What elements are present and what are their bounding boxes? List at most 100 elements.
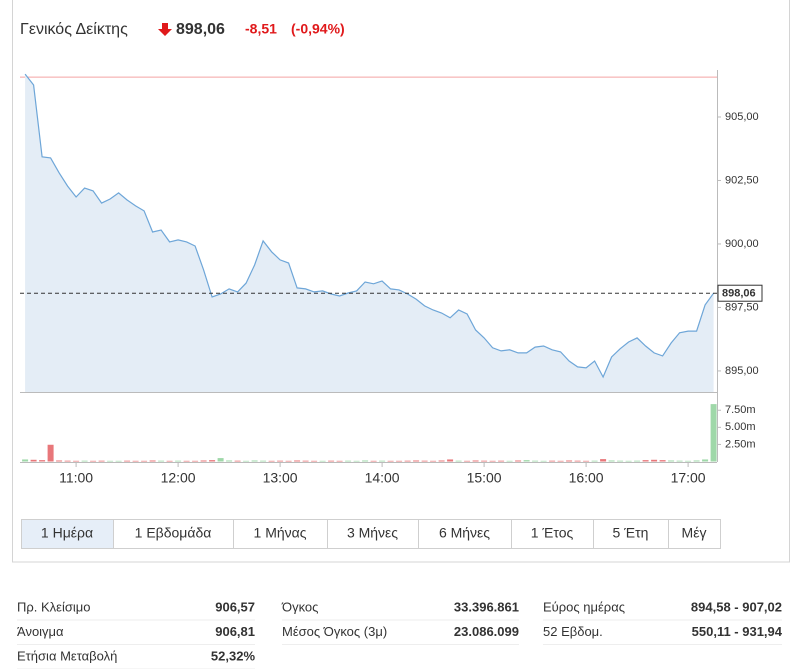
volume-bar — [166, 460, 173, 462]
volume-bar — [328, 460, 335, 462]
tab-label[interactable]: 1 Έτος — [531, 525, 574, 541]
tab[interactable] — [593, 519, 669, 549]
tab-label[interactable]: Μέγ — [682, 525, 707, 541]
volume-bar — [277, 460, 284, 462]
volume-bar — [591, 460, 598, 462]
stat-value: 906,81 — [215, 624, 255, 639]
change-pct: (-0,94%) — [291, 21, 345, 37]
volume-bar — [149, 460, 156, 462]
volume-bar — [302, 460, 309, 462]
y-tick-label: 895,00 — [725, 365, 759, 377]
volume-bar — [625, 460, 632, 462]
tab-label[interactable]: 1 Εβδομάδα — [135, 525, 212, 541]
volume-bar — [141, 460, 148, 462]
y-tick-label: 905,00 — [725, 111, 759, 123]
stat-value: 894,58 - 907,02 — [691, 599, 782, 614]
x-tick-label: 13:00 — [263, 470, 298, 486]
volume-bar — [217, 458, 224, 462]
stat-label: Άνοιγμα — [17, 624, 64, 639]
volume-bar — [107, 460, 114, 462]
volume-bar — [30, 459, 37, 462]
volume-bar — [56, 460, 63, 462]
volume-bar — [549, 460, 556, 462]
index-title: Γενικός Δείκτης — [20, 21, 128, 38]
last-price-label: 898,06 — [722, 288, 756, 300]
y2-tick-label: 2.50m — [725, 438, 756, 450]
volume-bar — [90, 460, 97, 462]
x-tick-label: 12:00 — [161, 470, 196, 486]
volume-bar — [251, 460, 258, 462]
area — [25, 74, 714, 392]
tab-label[interactable]: 5 Έτη — [613, 525, 649, 541]
stat-label: Μέσος Όγκος (3μ) — [282, 624, 387, 639]
volume-bar — [617, 460, 624, 462]
volume-bar — [583, 460, 590, 462]
tab[interactable] — [668, 519, 721, 549]
volume-bar — [557, 460, 564, 462]
volume-bar — [472, 460, 479, 462]
volume-bar — [234, 460, 241, 462]
volume-bar — [260, 460, 267, 462]
x-tick-label: 11:00 — [59, 470, 93, 486]
volume-bar — [532, 460, 539, 462]
stat-label: Πρ. Κλείσιμο — [17, 599, 91, 614]
tab[interactable] — [418, 519, 512, 549]
volume-bar — [574, 460, 581, 462]
x-tick-label: 17:00 — [671, 470, 706, 486]
volume-bar — [702, 459, 709, 462]
volume-bar — [447, 459, 454, 462]
tab-label[interactable]: 1 Ημέρα — [41, 525, 93, 541]
stat-value: 23.086.099 — [454, 624, 519, 639]
volume-bar — [124, 460, 131, 462]
volume-bar — [362, 460, 369, 462]
volume-bar — [430, 460, 437, 462]
volume-bar — [353, 460, 360, 462]
price: 898,06 — [176, 21, 225, 38]
volume-bar — [47, 444, 54, 462]
price-line — [24, 73, 715, 379]
volume-bar — [192, 460, 199, 462]
volume-bar — [132, 460, 139, 462]
volume-bar — [608, 460, 615, 462]
volume-bar — [515, 460, 522, 462]
stat-value: 52,32% — [211, 648, 256, 663]
stat-value: 550,11 - 931,94 — [692, 624, 783, 639]
volume-bar — [294, 460, 301, 462]
volume-bar — [39, 460, 46, 462]
volume-bar — [158, 460, 165, 462]
volume-bar — [285, 460, 292, 462]
tab-label[interactable]: 6 Μήνες — [439, 525, 490, 541]
volume-bar — [642, 460, 649, 462]
y-tick-label: 902,50 — [725, 174, 759, 186]
volume-bar — [370, 460, 377, 462]
volume-bar — [481, 460, 488, 462]
change: -8,51 — [245, 21, 277, 37]
tab[interactable] — [327, 519, 419, 549]
volume-bar — [379, 460, 386, 462]
down-arrow — [158, 23, 172, 36]
x-tick-label: 15:00 — [467, 470, 502, 486]
stat-label: Εύρος ημέρας — [543, 599, 625, 614]
y2-tick-label: 5.00m — [725, 421, 756, 433]
volume-bar — [421, 460, 428, 462]
volume-bar — [226, 460, 233, 462]
stat-label: Όγκος — [281, 599, 318, 614]
tab-label[interactable]: 3 Μήνες — [347, 525, 398, 541]
volume-bar — [498, 460, 505, 462]
stat-label: 52 Εβδομ. — [543, 624, 603, 639]
volume-bar — [387, 460, 394, 462]
y-tick-label: 897,50 — [725, 301, 759, 313]
y-tick-label: 900,00 — [725, 238, 759, 250]
volume-bar — [438, 460, 445, 462]
volume-bar — [693, 460, 700, 462]
volume-bar — [64, 460, 71, 462]
volume-bar — [659, 460, 666, 462]
tab-label[interactable]: 1 Μήνας — [254, 525, 307, 541]
volume-bar — [413, 460, 420, 462]
frame — [12, 0, 790, 563]
tab[interactable] — [233, 519, 328, 549]
stat-value: 33.396.861 — [454, 599, 519, 614]
tab[interactable] — [511, 519, 594, 549]
